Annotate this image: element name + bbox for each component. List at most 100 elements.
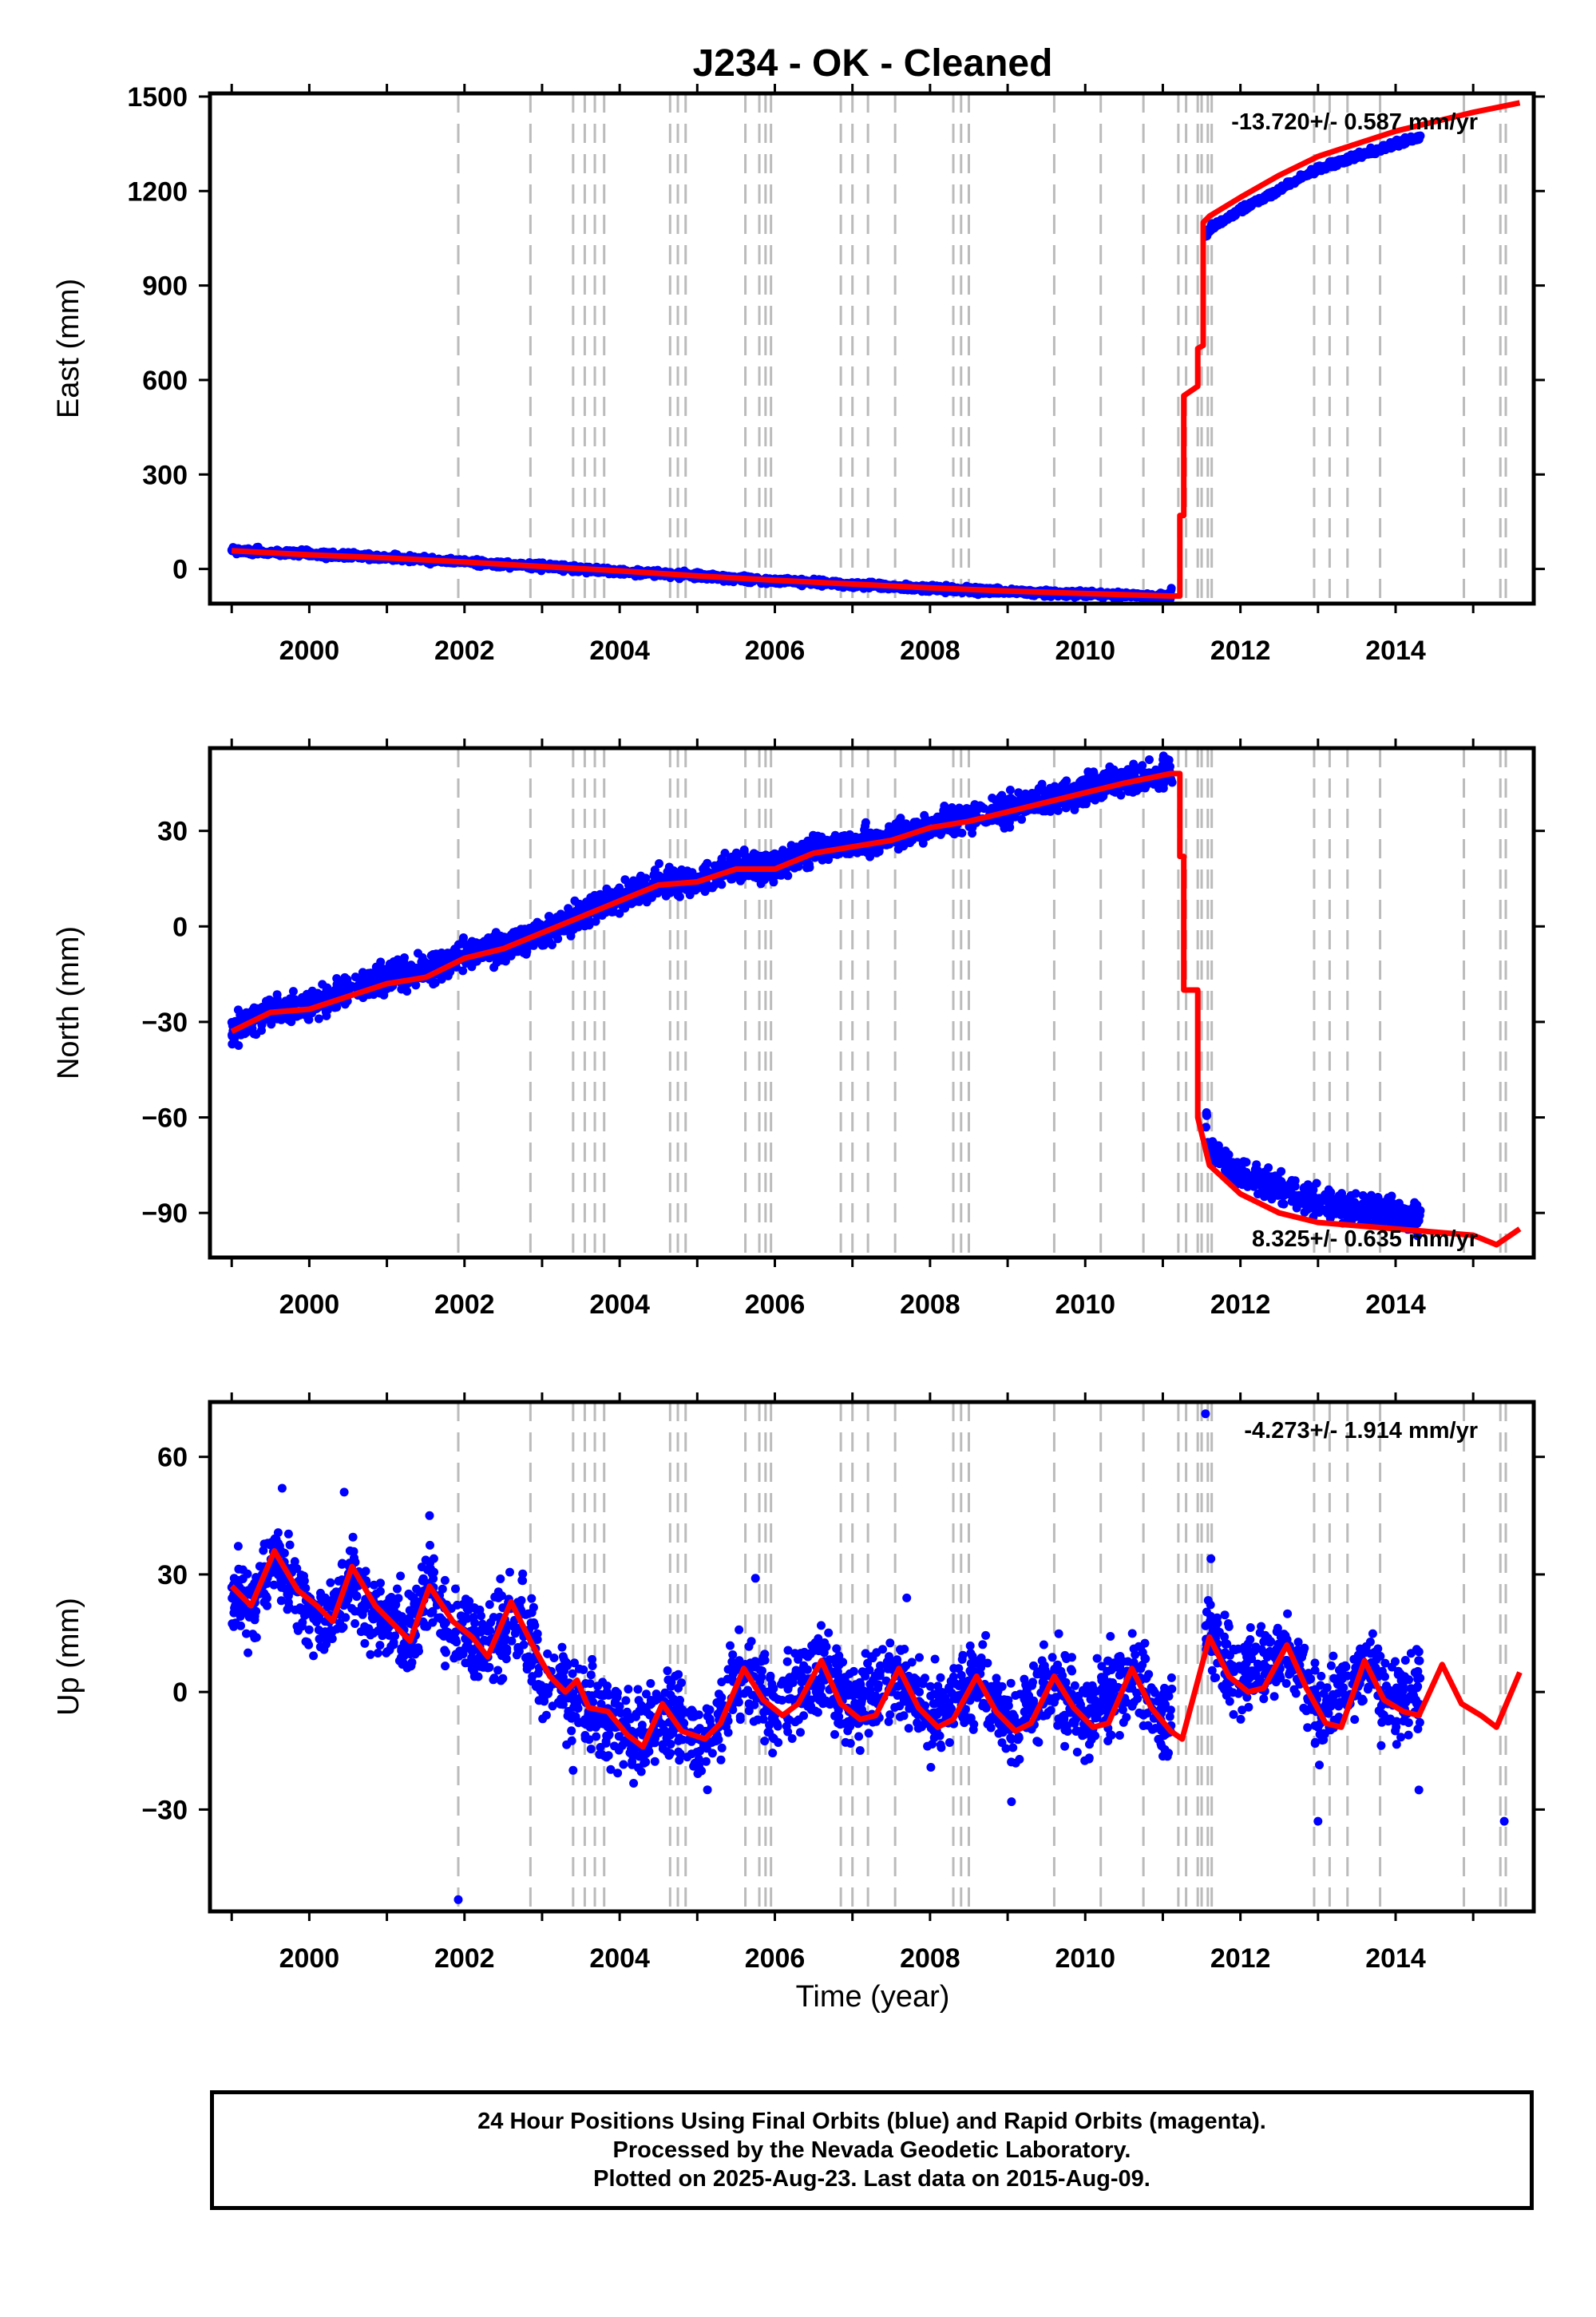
data-point [1083,767,1093,777]
data-point [398,968,408,978]
data-point [899,842,909,851]
data-point [483,934,493,944]
data-point [1285,1187,1294,1197]
data-point [545,912,554,921]
model-line-east [232,100,1521,599]
data-point [314,1014,323,1024]
data-point [1337,1189,1346,1198]
data-point [453,940,463,949]
data-point [249,1003,259,1012]
data-point [1246,202,1256,211]
data-point [1243,1182,1253,1191]
data-point [566,931,576,941]
data-point [865,852,875,861]
data-point [1349,1198,1359,1208]
data-point [896,814,905,823]
data-point [367,975,377,984]
data-point [1038,806,1047,816]
data-point [287,1017,296,1027]
y-tick-label: 900 [142,271,188,302]
data-points-north [227,751,1425,1241]
data-point [569,925,579,934]
data-point [1330,158,1339,168]
data-points-east [227,131,1425,604]
data-point [1373,1193,1383,1202]
data-point [873,846,883,855]
data-point [1408,137,1417,146]
data-point [267,1020,276,1029]
data-point [1269,187,1278,196]
data-point [720,849,730,857]
event-lines [457,748,1507,1258]
data-area [227,100,1521,604]
y-tick-label: 0 [172,555,188,585]
data-point [845,850,854,858]
data-point [291,999,300,1008]
data-point [769,877,778,887]
x-tick-label: 2014 [1365,636,1426,666]
data-point [861,822,870,831]
data-point [786,841,796,850]
data-point [1305,167,1314,176]
data-point [1410,1198,1420,1207]
data-point [288,987,298,996]
data-point [685,890,695,900]
x-tick-label: 2010 [1055,636,1115,666]
data-point [592,893,602,903]
data-point [632,883,642,893]
data-point [1290,1176,1300,1186]
data-point [275,1013,285,1023]
x-tick-label: 2000 [279,636,340,666]
data-point [445,949,454,959]
data-point [939,806,948,815]
data-point [1149,779,1158,789]
data-point [1166,584,1176,593]
data-point [1202,1123,1210,1132]
data-point [650,865,659,875]
data-point [1368,148,1377,157]
data-area [227,751,1522,1248]
y-tick-label: 1200 [127,176,188,207]
data-point [1118,770,1127,779]
data-point [1061,803,1071,813]
data-point [803,836,813,846]
data-point [873,832,883,842]
data-point [1014,788,1024,798]
data-point [733,850,743,860]
data-point [1105,762,1115,771]
x-tick-label: 2006 [745,636,806,666]
data-point [496,953,505,962]
data-point [921,814,930,823]
data-point [1279,1199,1289,1209]
y-tick-label: 1500 [127,82,188,113]
data-point [635,897,644,906]
data-point [1395,1201,1404,1210]
x-tick-label: 2004 [589,636,650,666]
data-point [988,794,997,802]
data-point [1145,755,1154,764]
x-tick-label: 2002 [434,636,495,666]
data-point [228,1040,237,1049]
data-point [1250,1175,1260,1184]
data-point [1322,162,1332,171]
data-point [1344,155,1353,164]
x-tick-label: 2012 [1210,636,1271,666]
rate-label: -13.720+/- 0.587 mm/yr [1231,109,1478,135]
data-point [1278,183,1288,192]
data-point [1367,1197,1376,1206]
data-point [1329,1199,1339,1209]
data-point [343,975,352,984]
data-point [1284,177,1293,187]
data-point [1017,814,1027,824]
data-point [382,968,392,978]
data-point [1258,1182,1268,1191]
data-point [624,880,633,889]
data-point [1131,783,1141,793]
data-point [1211,220,1221,230]
data-point [303,998,312,1008]
data-point [735,872,745,881]
data-point [1037,779,1047,789]
data-point [553,934,563,944]
data-point [706,883,715,893]
